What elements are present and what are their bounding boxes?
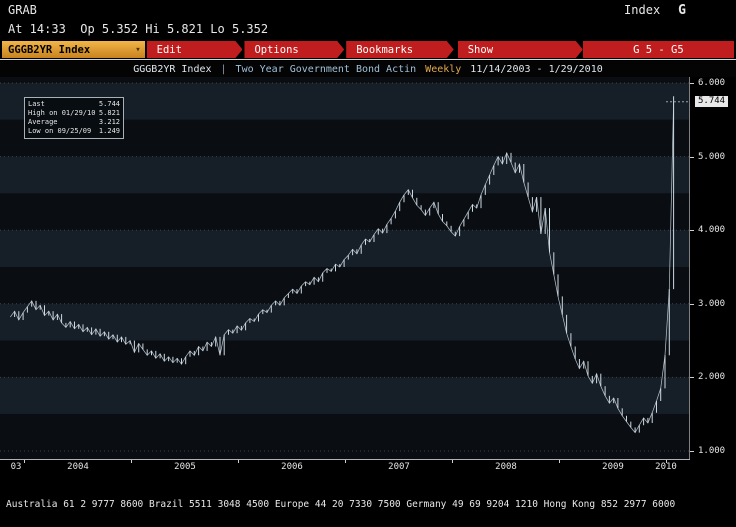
legend-last-label: Last	[28, 100, 45, 108]
y-axis-label: 5.000	[698, 151, 726, 162]
x-axis: 03 2004 2005 2006 2007 2008 2009 2010	[0, 459, 690, 474]
legend-row-last: Last 5.744	[28, 100, 120, 109]
x-axis-label: 2007	[388, 462, 410, 472]
y-axis-tick	[690, 377, 694, 378]
options-button[interactable]: Options	[244, 41, 344, 58]
y-axis-tick	[690, 451, 694, 452]
x-axis-label: 2010	[655, 462, 677, 472]
chart-description: Two Year Government Bond Actin	[235, 63, 417, 75]
show-button-label: Show	[467, 43, 494, 56]
chart-header: GGGB2YR Index | Two Year Government Bond…	[0, 61, 736, 77]
x-axis-tick	[452, 460, 453, 463]
legend-last-value: 5.744	[98, 100, 120, 108]
edit-button[interactable]: Edit	[147, 41, 243, 58]
legend-row-high: High on 01/29/10 5.821	[28, 109, 120, 118]
show-button[interactable]: Show	[458, 41, 583, 58]
legend-row-low: Low on 09/25/09 1.249	[28, 127, 120, 136]
chart-area: 5.744 6.000 5.000 4.000 3.000 2.000 1.000 Las…	[0, 77, 736, 459]
x-axis-label: 2008	[495, 462, 517, 472]
x-axis-tick	[238, 460, 239, 463]
footer: Australia 61 2 9777 8600 Brazil 5511 304…	[0, 474, 736, 527]
x-axis-label: 2006	[281, 462, 303, 472]
x-axis-tick	[131, 460, 132, 463]
index-label: Index	[624, 3, 661, 17]
legend-row-average: Average 3.212	[28, 118, 120, 127]
legend-average-value: 3.212	[98, 118, 120, 126]
title-row: GRAB Index G	[0, 0, 736, 20]
legend-high-value: 5.821	[98, 109, 120, 117]
x-axis-tick	[666, 460, 667, 463]
y-axis-tick	[690, 83, 694, 84]
y-axis-label: 4.000	[698, 225, 726, 236]
chart-period: Weekly	[425, 63, 462, 75]
chart-symbol: GGGB2YR Index	[133, 63, 212, 75]
x-axis-tick	[559, 460, 560, 463]
legend-low-value: 1.249	[98, 127, 120, 135]
command-label: GRAB	[8, 3, 37, 17]
x-axis-label: 2005	[174, 462, 196, 472]
menu-divider	[0, 59, 736, 61]
y-axis: 5.744 6.000 5.000 4.000 3.000 2.000 1.000	[689, 77, 736, 459]
last-price-label: 5.744	[695, 95, 729, 107]
y-axis-label: 2.000	[698, 372, 726, 383]
chevron-down-icon: ▾	[135, 44, 141, 55]
edit-button-label: Edit	[156, 43, 182, 56]
y-axis-tick	[690, 157, 694, 158]
x-axis-label: 2009	[602, 462, 624, 472]
y-axis-label: 1.000	[698, 446, 726, 456]
bookmarks-button-label: Bookmarks	[356, 43, 414, 56]
chart-legend: Last 5.744 High on 01/29/10 5.821 Averag…	[24, 97, 124, 139]
ticker-label: GGGB2YR Index	[8, 43, 91, 56]
ticker-select[interactable]: GGGB2YR Index ▾	[2, 41, 145, 58]
legend-average-label: Average	[28, 118, 58, 126]
legend-low-label: Low on 09/25/09	[28, 127, 92, 135]
options-button-label: Options	[254, 43, 299, 56]
page-indicator: G 5 - G5	[582, 41, 734, 58]
x-axis-label: 2004	[67, 462, 89, 472]
chart-header-separator: |	[220, 63, 227, 75]
y-axis-tick	[690, 230, 694, 231]
panel-indicator: Index G	[624, 3, 728, 18]
menu-bar: GGGB2YR Index ▾ Edit Options Bookmarks S…	[2, 41, 734, 58]
price-chart[interactable]	[0, 77, 690, 459]
x-axis-label: 03	[10, 462, 22, 472]
quote-summary-line: At 14:33 Op 5.352 Hi 5.821 Lo 5.352	[8, 22, 269, 36]
terminal-key-label: G	[678, 3, 686, 18]
legend-high-label: High on 01/29/10	[28, 109, 96, 117]
bookmarks-button[interactable]: Bookmarks	[346, 41, 454, 58]
y-axis-label: 6.000	[698, 78, 726, 88]
x-axis-tick	[345, 460, 346, 463]
footer-contacts-line1: Australia 61 2 9777 8600 Brazil 5511 304…	[6, 499, 676, 510]
y-axis-tick	[690, 304, 694, 305]
y-axis-label: 3.000	[698, 298, 726, 309]
x-axis-tick	[24, 460, 25, 463]
chart-date-range: 11/14/2003 - 1/29/2010	[470, 63, 603, 75]
